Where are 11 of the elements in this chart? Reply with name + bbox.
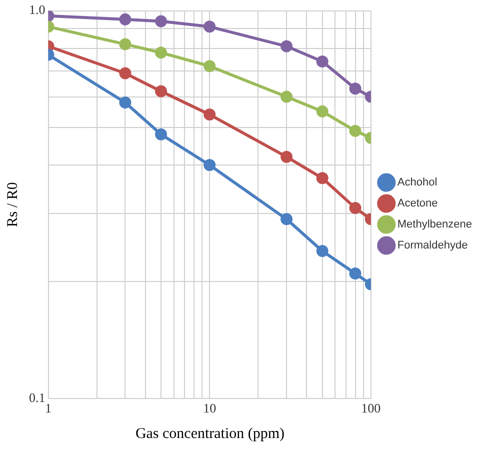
- x-tick-label: 100: [361, 400, 381, 416]
- x-tick-label: 10: [203, 400, 216, 416]
- legend-label: Achohol: [397, 176, 438, 189]
- x-axis-title: Gas concentration (ppm): [134, 426, 286, 443]
- legend-label: Methylbenzene: [397, 218, 472, 231]
- legend-label: Formaldehyde: [397, 240, 468, 252]
- y-tick-label: 0.1: [29, 390, 46, 405]
- x-tick-label: 1: [45, 400, 52, 416]
- y-axis-title: Rs / R0: [4, 182, 21, 228]
- legend-label: Acetone: [397, 198, 438, 210]
- y-tick-label: 1.0: [29, 2, 46, 18]
